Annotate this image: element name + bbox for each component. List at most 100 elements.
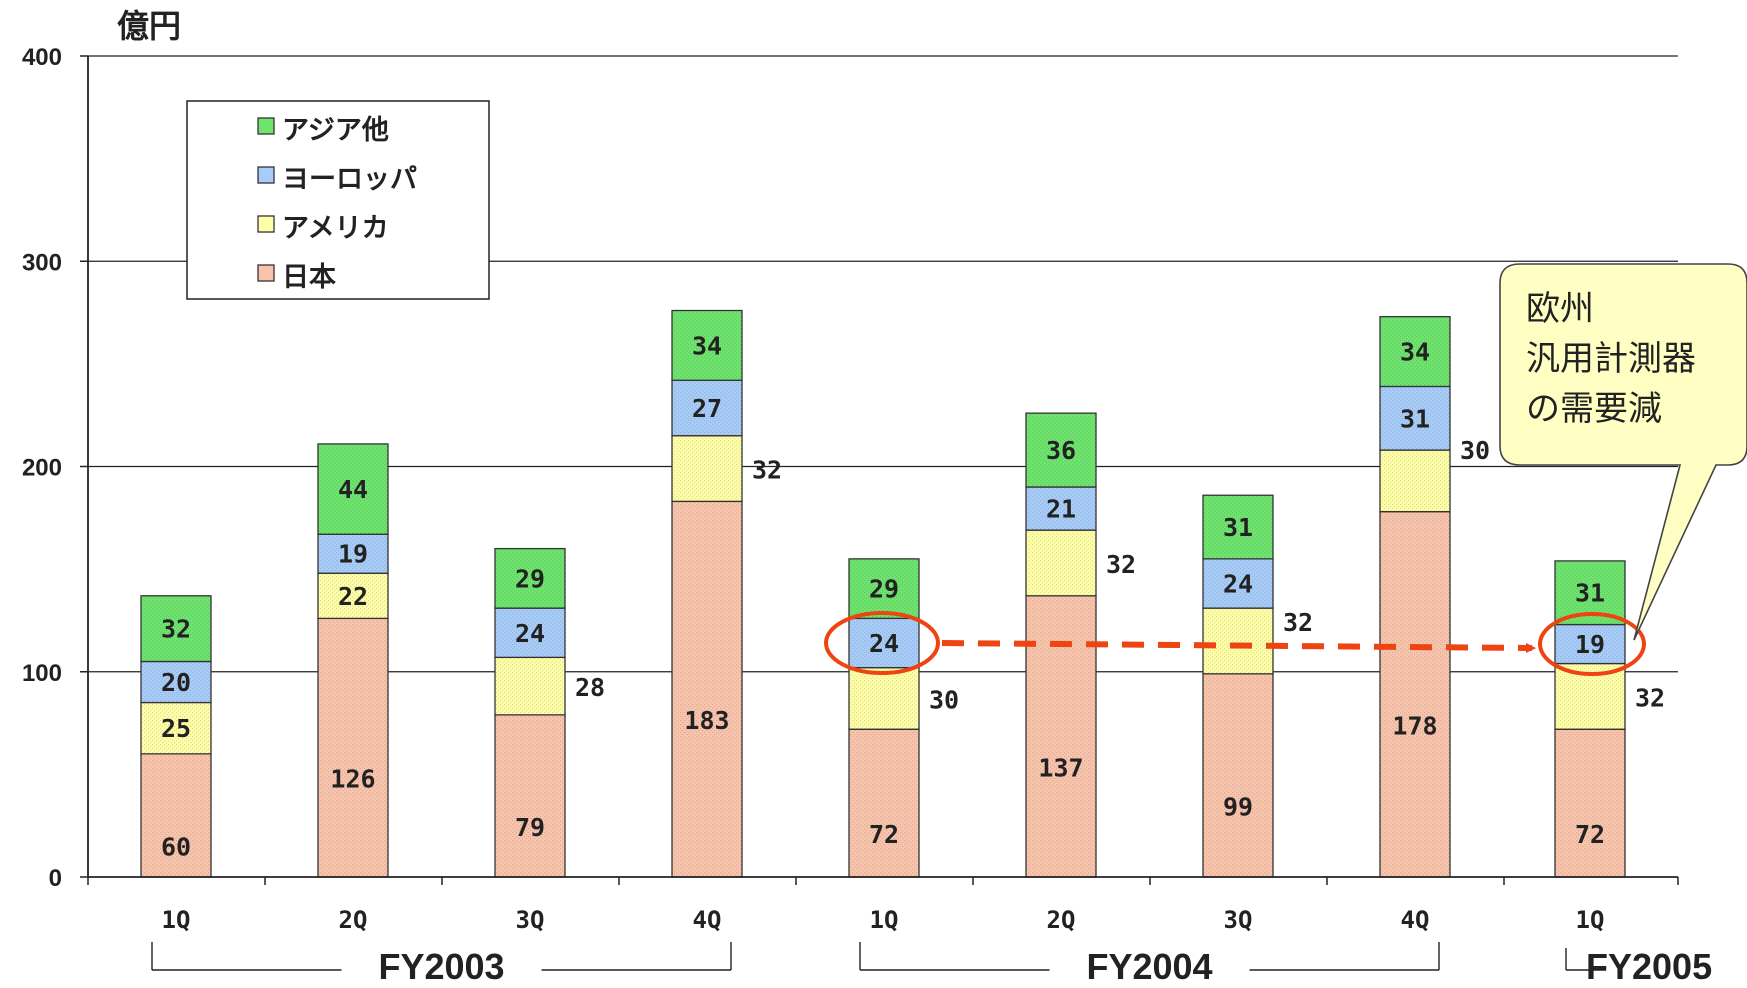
- data-label: 31: [1575, 579, 1605, 608]
- highlight-ellipse: [1538, 612, 1646, 677]
- data-label: 24: [869, 629, 899, 658]
- legend-entry: ヨーロッパ: [282, 164, 417, 195]
- legend-swatch: [257, 117, 275, 135]
- data-label: 178: [1392, 711, 1437, 740]
- group-label: FY2005: [1586, 946, 1712, 987]
- x-category-label: 3Q: [1224, 906, 1253, 934]
- data-label: 31: [1400, 404, 1430, 433]
- data-label: 20: [161, 668, 191, 697]
- data-label: 24: [515, 619, 545, 648]
- legend-box: [186, 100, 490, 300]
- legend-entry: 日本: [282, 262, 336, 293]
- data-label: 21: [1046, 495, 1076, 524]
- bars: [140, 309, 1626, 878]
- group-label: FY2004: [1086, 946, 1212, 987]
- x-category-label: 4Q: [693, 906, 722, 934]
- y-tick-label: 400: [22, 44, 62, 71]
- x-axis: 1Q 2Q 3Q 4Q 1Q 2Q 3Q 4Q 1Q FY2003 FY2004 FY2005: [87, 876, 1712, 987]
- highlight-arrow: [941, 640, 1536, 653]
- bar-texture: [141, 661, 211, 703]
- callout-text: の需要減: [1526, 389, 1662, 429]
- bar-texture: [849, 729, 919, 877]
- data-label: 32: [1106, 550, 1136, 579]
- bar-texture: [1026, 413, 1096, 488]
- callout-bubble: [1499, 263, 1747, 641]
- bar-texture: [1026, 595, 1096, 877]
- bar-texture: [849, 558, 919, 619]
- data-label: 30: [1460, 436, 1490, 465]
- group-label: FY2003: [378, 946, 504, 987]
- x-category-label: 2Q: [1047, 906, 1076, 934]
- legend-swatch: [257, 264, 275, 282]
- data-label: 72: [1575, 820, 1605, 849]
- bar-texture: [318, 573, 388, 619]
- bar-texture: [1380, 450, 1450, 512]
- bar-texture: [849, 618, 919, 668]
- data-label: 28: [575, 673, 605, 702]
- bar-texture: [141, 753, 211, 877]
- data-label: 24: [1223, 569, 1253, 598]
- legend-swatch: [257, 215, 275, 233]
- bar-texture: [495, 714, 565, 877]
- bar-texture: [1203, 558, 1273, 609]
- bar-texture: [318, 534, 388, 574]
- bar-texture: [1555, 729, 1625, 877]
- y-tick-label: 100: [22, 660, 62, 687]
- data-label: 137: [1038, 753, 1083, 782]
- data-label: 29: [869, 575, 899, 604]
- data-label: 22: [338, 582, 368, 611]
- bar-texture: [1380, 316, 1450, 387]
- data-label: 99: [1223, 792, 1253, 821]
- data-label: 32: [1283, 608, 1313, 637]
- x-category-label: 2Q: [339, 906, 368, 934]
- data-label: 34: [692, 331, 722, 360]
- x-category-label: 1Q: [870, 906, 899, 934]
- bar-texture: [141, 595, 211, 662]
- legend-entry: アメリカ: [282, 213, 389, 244]
- bar-texture: [318, 443, 388, 535]
- callout-text: 欧州: [1526, 289, 1594, 329]
- bar-texture: [1026, 487, 1096, 531]
- bar-texture: [672, 501, 742, 877]
- x-category-label: 1Q: [162, 906, 191, 934]
- bar-texture: [495, 657, 565, 715]
- data-label: 183: [684, 706, 729, 735]
- data-label: 31: [1223, 513, 1253, 542]
- bar-texture: [1555, 624, 1625, 664]
- bar-texture: [1203, 673, 1273, 877]
- bar-texture: [1380, 386, 1450, 451]
- bar-texture: [1203, 495, 1273, 559]
- bar-texture: [672, 310, 742, 381]
- data-label: 36: [1046, 436, 1076, 465]
- data-label: 79: [515, 813, 545, 842]
- data-labels: 60 126 79 183 72 137 99 178 72 25 22 28 32 30 32 32 30 32…: [161, 331, 1665, 861]
- x-category-label: 1Q: [1576, 906, 1605, 934]
- bar-texture: [1380, 511, 1450, 877]
- data-label: 34: [1400, 338, 1430, 367]
- data-label: 32: [1635, 683, 1665, 712]
- y-tick-label: 300: [22, 249, 62, 276]
- y-tick-label: 200: [22, 455, 62, 482]
- data-label: 32: [161, 615, 191, 644]
- data-label: 19: [338, 540, 368, 569]
- bar-texture: [1026, 530, 1096, 596]
- y-tick-label: 0: [49, 865, 62, 892]
- data-label: 27: [692, 394, 722, 423]
- data-label: 32: [752, 456, 782, 485]
- data-label: 60: [161, 832, 191, 861]
- bar-texture: [318, 618, 388, 877]
- y-axis: 0 100 200 300 400: [22, 44, 89, 892]
- bar-texture: [1203, 608, 1273, 674]
- y-unit-label: 億円: [117, 7, 181, 45]
- data-label: 44: [338, 475, 368, 504]
- callout-text: 汎用計測器: [1526, 339, 1696, 379]
- x-category-label: 3Q: [516, 906, 545, 934]
- bar-texture: [672, 380, 742, 436]
- data-label: 25: [161, 714, 191, 743]
- data-label: 19: [1575, 630, 1605, 659]
- bar-texture: [672, 435, 742, 502]
- data-label: 30: [929, 685, 959, 714]
- bar-texture: [141, 702, 211, 754]
